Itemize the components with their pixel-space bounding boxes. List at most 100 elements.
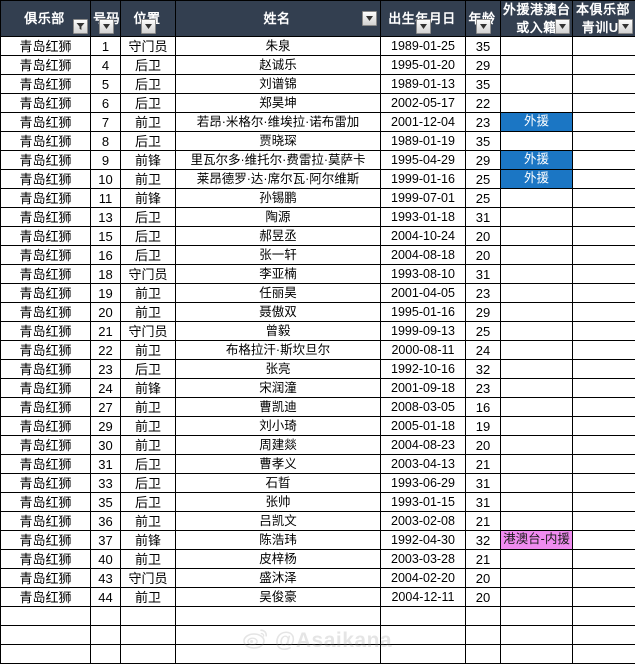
filter-chevron-down-icon-position[interactable] (141, 19, 156, 34)
cell-club[interactable]: 青岛红狮 (0, 397, 91, 417)
cell-youth[interactable] (572, 188, 635, 208)
cell-position[interactable]: 前卫 (120, 397, 176, 417)
cell-number[interactable]: 44 (90, 587, 121, 607)
cell-position[interactable]: 后卫 (120, 74, 176, 94)
cell-club[interactable]: 青岛红狮 (0, 549, 91, 569)
cell-name[interactable] (175, 625, 381, 645)
cell-position[interactable]: 后卫 (120, 55, 176, 75)
cell-dob[interactable]: 1989-01-19 (380, 131, 466, 151)
cell-number[interactable]: 7 (90, 112, 121, 132)
cell-youth[interactable] (572, 644, 635, 664)
cell-age[interactable]: 35 (465, 131, 501, 151)
cell-club[interactable]: 青岛红狮 (0, 416, 91, 436)
cell-club[interactable]: 青岛红狮 (0, 492, 91, 512)
cell-youth[interactable] (572, 264, 635, 284)
cell-age[interactable]: 23 (465, 112, 501, 132)
cell-youth[interactable] (572, 55, 635, 75)
cell-dob[interactable]: 1992-10-16 (380, 359, 466, 379)
cell-number[interactable] (90, 625, 121, 645)
cell-number[interactable]: 29 (90, 416, 121, 436)
cell-position[interactable]: 前卫 (120, 340, 176, 360)
cell-club[interactable]: 青岛红狮 (0, 530, 91, 550)
cell-dob[interactable]: 2004-08-18 (380, 245, 466, 265)
cell-name[interactable]: 朱泉 (175, 36, 381, 56)
cell-foreign[interactable] (500, 226, 573, 246)
cell-club[interactable]: 青岛红狮 (0, 283, 91, 303)
cell-name[interactable]: 陈浩玮 (175, 530, 381, 550)
cell-number[interactable]: 18 (90, 264, 121, 284)
cell-foreign[interactable] (500, 55, 573, 75)
cell-position[interactable]: 守门员 (120, 568, 176, 588)
cell-age[interactable]: 25 (465, 188, 501, 208)
cell-dob[interactable]: 2004-02-20 (380, 568, 466, 588)
cell-dob[interactable]: 2008-03-05 (380, 397, 466, 417)
cell-club[interactable]: 青岛红狮 (0, 264, 91, 284)
cell-club[interactable]: 青岛红狮 (0, 150, 91, 170)
cell-club[interactable]: 青岛红狮 (0, 359, 91, 379)
cell-youth[interactable] (572, 625, 635, 645)
cell-age[interactable]: 21 (465, 454, 501, 474)
filter-chevron-down-icon-youth[interactable] (618, 19, 633, 34)
cell-number[interactable]: 5 (90, 74, 121, 94)
cell-name[interactable]: 布格拉汗·斯坎旦尔 (175, 340, 381, 360)
cell-youth[interactable] (572, 511, 635, 531)
cell-position[interactable]: 后卫 (120, 131, 176, 151)
cell-dob[interactable]: 1993-01-18 (380, 207, 466, 227)
cell-position[interactable]: 前锋 (120, 530, 176, 550)
cell-club[interactable]: 青岛红狮 (0, 568, 91, 588)
cell-club[interactable]: 青岛红狮 (0, 378, 91, 398)
cell-name[interactable]: 若昂·米格尔·维埃拉·诺布雷加 (175, 112, 381, 132)
cell-age[interactable]: 32 (465, 359, 501, 379)
cell-name[interactable]: 吴俊豪 (175, 587, 381, 607)
cell-position[interactable]: 前卫 (120, 283, 176, 303)
cell-foreign[interactable] (500, 340, 573, 360)
cell-number[interactable]: 19 (90, 283, 121, 303)
cell-name[interactable]: 皮梓杨 (175, 549, 381, 569)
cell-number[interactable]: 15 (90, 226, 121, 246)
cell-age[interactable]: 22 (465, 93, 501, 113)
cell-position[interactable]: 后卫 (120, 473, 176, 493)
cell-age[interactable]: 23 (465, 283, 501, 303)
cell-club[interactable]: 青岛红狮 (0, 435, 91, 455)
cell-name[interactable]: 李亚楠 (175, 264, 381, 284)
cell-age[interactable]: 20 (465, 245, 501, 265)
cell-name[interactable]: 曹孝义 (175, 454, 381, 474)
cell-position[interactable]: 后卫 (120, 492, 176, 512)
cell-club[interactable]: 青岛红狮 (0, 245, 91, 265)
cell-name[interactable]: 张帅 (175, 492, 381, 512)
cell-position[interactable] (120, 644, 176, 664)
filter-funnel-icon-club[interactable] (73, 19, 88, 34)
cell-foreign[interactable] (500, 321, 573, 341)
cell-youth[interactable] (572, 473, 635, 493)
cell-number[interactable]: 23 (90, 359, 121, 379)
cell-youth[interactable] (572, 530, 635, 550)
cell-age[interactable]: 20 (465, 226, 501, 246)
cell-age[interactable]: 29 (465, 302, 501, 322)
cell-dob[interactable]: 2000-08-11 (380, 340, 466, 360)
cell-dob[interactable]: 1999-07-01 (380, 188, 466, 208)
cell-youth[interactable] (572, 226, 635, 246)
cell-foreign[interactable] (500, 397, 573, 417)
cell-youth[interactable] (572, 207, 635, 227)
cell-foreign[interactable] (500, 473, 573, 493)
cell-club[interactable]: 青岛红狮 (0, 93, 91, 113)
cell-number[interactable]: 43 (90, 568, 121, 588)
cell-dob[interactable] (380, 625, 466, 645)
cell-club[interactable] (0, 644, 91, 664)
cell-number[interactable]: 8 (90, 131, 121, 151)
cell-youth[interactable] (572, 74, 635, 94)
cell-position[interactable]: 前卫 (120, 416, 176, 436)
cell-position[interactable]: 前卫 (120, 511, 176, 531)
cell-foreign[interactable] (500, 245, 573, 265)
cell-foreign[interactable]: 外援 (500, 150, 573, 170)
cell-youth[interactable] (572, 568, 635, 588)
cell-age[interactable]: 21 (465, 511, 501, 531)
cell-foreign[interactable] (500, 549, 573, 569)
cell-number[interactable]: 30 (90, 435, 121, 455)
cell-age[interactable]: 20 (465, 587, 501, 607)
cell-youth[interactable] (572, 492, 635, 512)
cell-club[interactable]: 青岛红狮 (0, 226, 91, 246)
cell-youth[interactable] (572, 321, 635, 341)
cell-youth[interactable] (572, 378, 635, 398)
cell-dob[interactable]: 2004-08-23 (380, 435, 466, 455)
